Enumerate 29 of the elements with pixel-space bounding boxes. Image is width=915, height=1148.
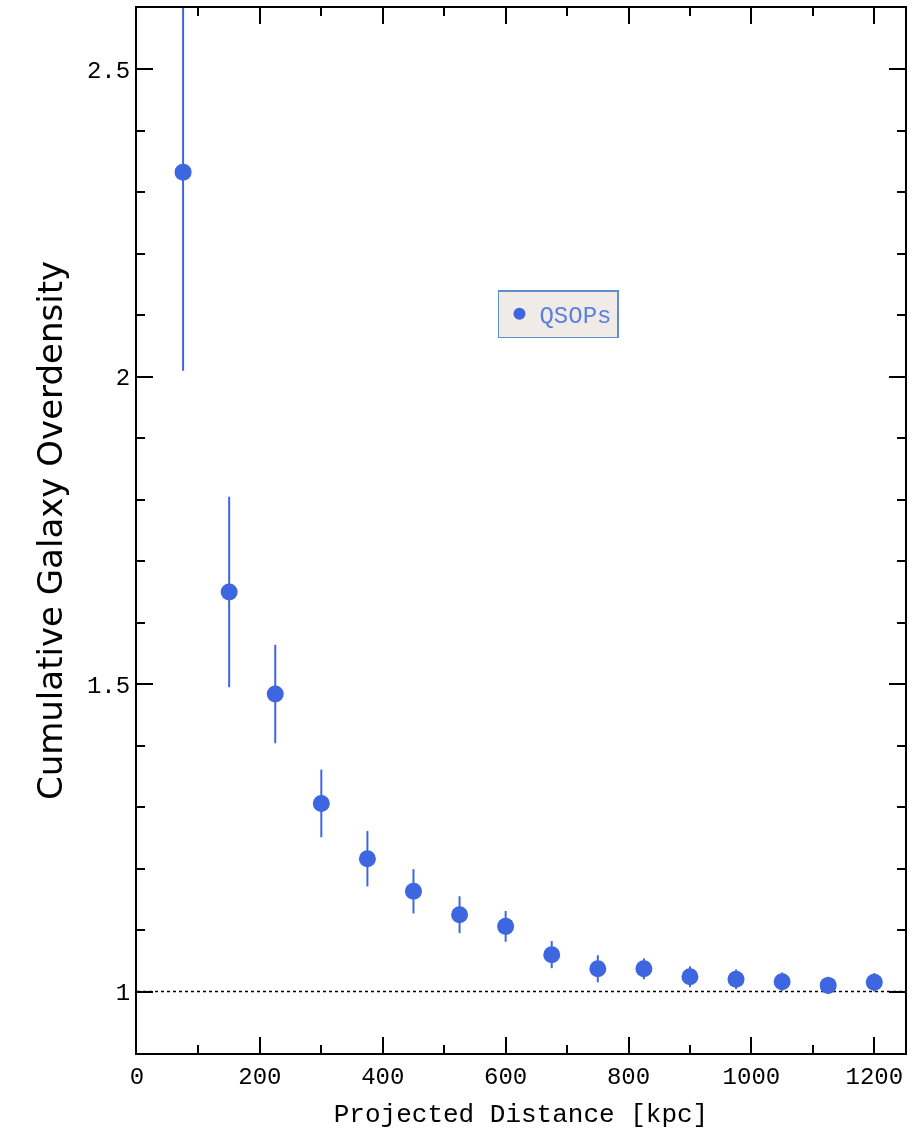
point xyxy=(773,973,791,991)
point xyxy=(312,794,330,812)
y-tick-label: 1.5 xyxy=(86,672,131,700)
y-tick-label: 1 xyxy=(115,979,131,1007)
point xyxy=(865,973,883,991)
y-tick-label: 2.5 xyxy=(86,57,131,85)
x-tick-label: 1200 xyxy=(845,1063,904,1091)
x-axis-title: Projected Distance [kpc] xyxy=(333,1100,709,1130)
point xyxy=(497,917,515,935)
y-axis-title: Cumulative Galaxy Overdensity xyxy=(30,260,71,801)
point xyxy=(451,906,469,924)
x-tick-label: 0 xyxy=(129,1063,145,1091)
point xyxy=(266,685,284,703)
legend-label: QSOPs xyxy=(539,303,612,331)
point xyxy=(681,968,699,986)
x-tick-label: 600 xyxy=(484,1063,528,1091)
x-tick-label: 200 xyxy=(238,1063,282,1091)
point xyxy=(404,882,422,900)
point xyxy=(358,850,376,868)
point xyxy=(635,960,653,978)
x-tick-label: 1000 xyxy=(722,1063,781,1091)
point xyxy=(543,946,561,964)
point xyxy=(174,163,192,181)
point xyxy=(727,970,745,988)
point xyxy=(220,583,238,601)
point xyxy=(589,960,607,978)
y-tick-label: 2 xyxy=(115,365,131,393)
x-tick-label: 400 xyxy=(361,1063,405,1091)
x-tick-label: 800 xyxy=(606,1063,651,1091)
